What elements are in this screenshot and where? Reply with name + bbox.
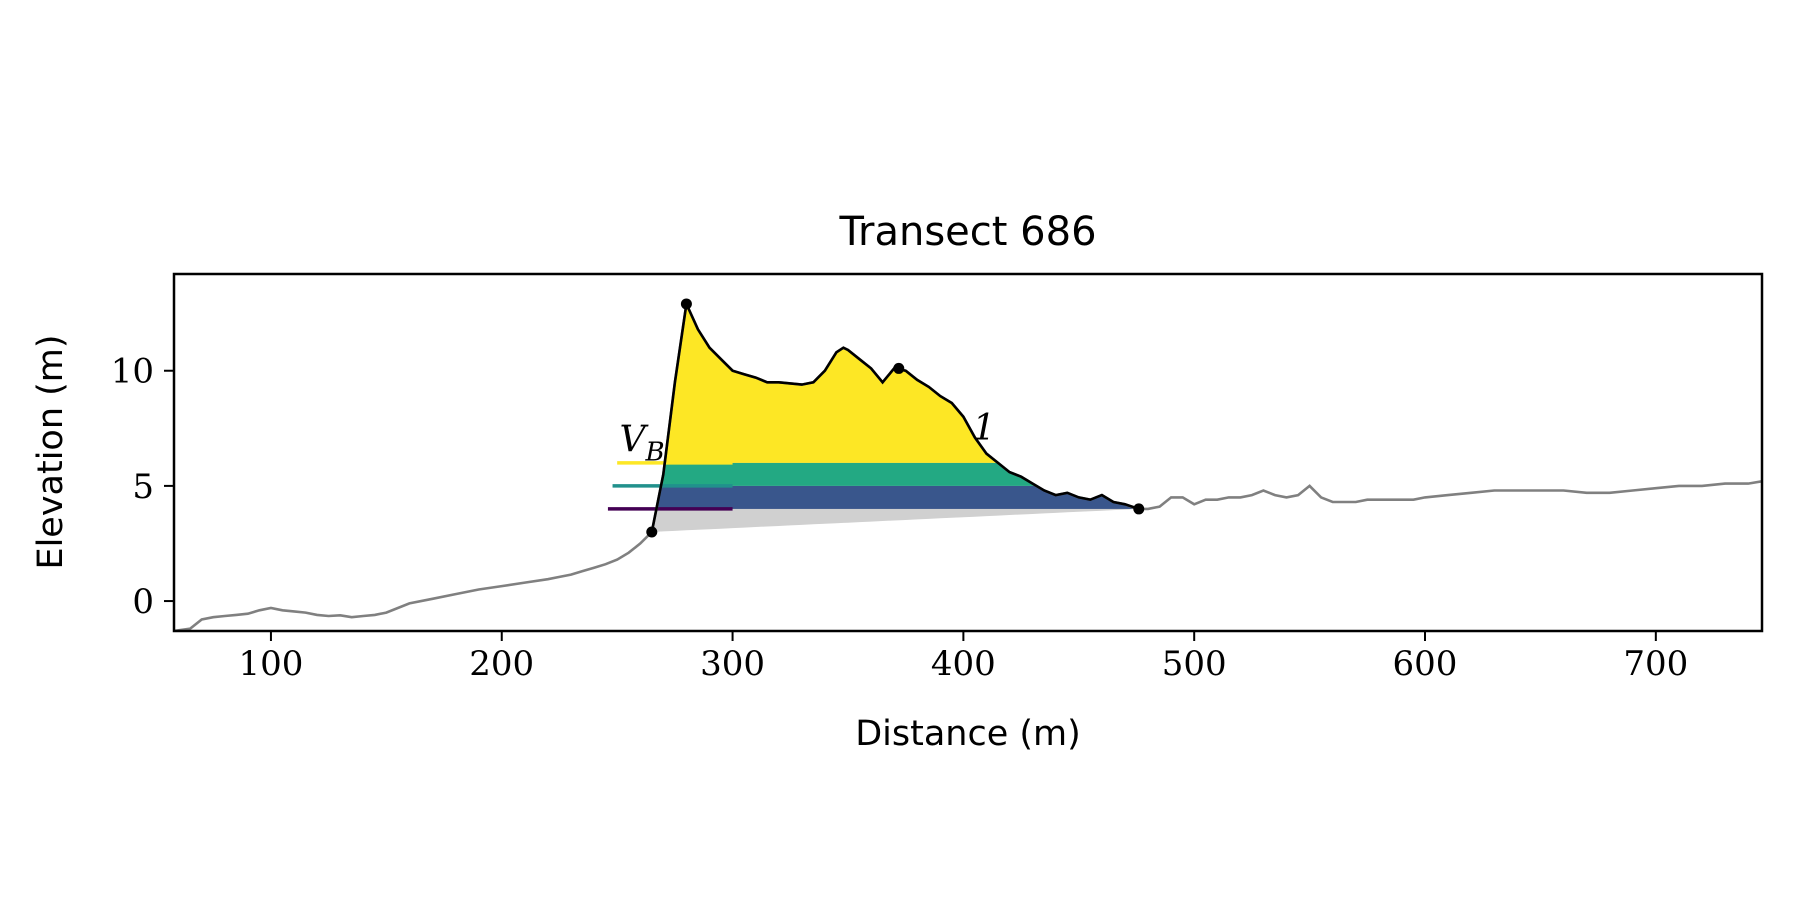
x-tick-label: 600 xyxy=(1393,644,1458,684)
x-tick-label: 200 xyxy=(469,644,534,684)
y-axis-label: Elevation (m) xyxy=(31,334,71,569)
x-tick-label: 700 xyxy=(1623,644,1688,684)
chart-title: Transect 686 xyxy=(838,209,1096,255)
y-tick-label: 5 xyxy=(132,467,154,507)
x-tick-label: 400 xyxy=(931,644,996,684)
axes-frame xyxy=(172,272,1764,633)
x-tick-label: 300 xyxy=(700,644,765,684)
x-axis-ticks: 100 200 300 400 500 600 700 xyxy=(238,631,1688,684)
y-tick-label: 10 xyxy=(111,352,154,392)
level-lines xyxy=(607,461,733,511)
x-axis-label: Distance (m) xyxy=(855,714,1081,754)
key-point-0 xyxy=(646,526,658,538)
x-tick-label: 100 xyxy=(238,644,303,684)
key-point-2 xyxy=(893,362,905,374)
y-tick-label: 0 xyxy=(132,582,154,622)
y-axis-ticks: 0 5 10 xyxy=(111,352,174,622)
x-tick-label: 500 xyxy=(1162,644,1227,684)
annotation-1: 1 xyxy=(973,408,996,449)
dune-series xyxy=(650,299,1140,533)
key-point-3 xyxy=(1133,503,1145,515)
dune-outline xyxy=(650,299,1140,533)
key-points xyxy=(646,298,1145,538)
annotations: VB1 xyxy=(619,408,995,468)
band-mid xyxy=(651,485,1139,509)
key-point-1 xyxy=(680,298,692,310)
